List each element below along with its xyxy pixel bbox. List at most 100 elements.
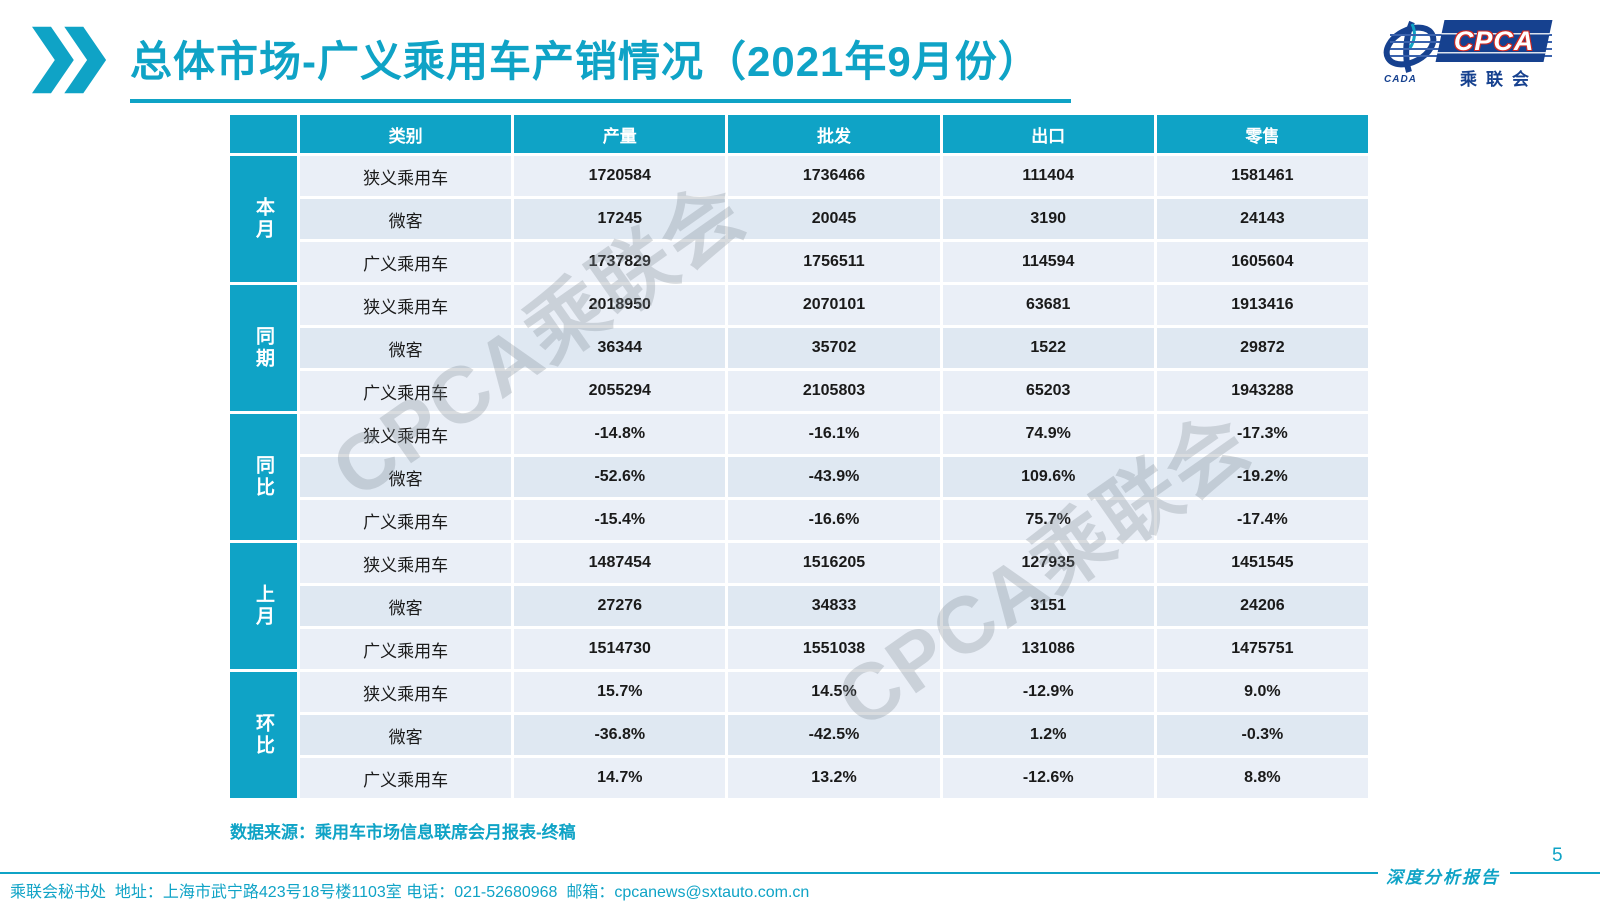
category-cell: 狭义乘用车 — [300, 414, 512, 454]
value-cell: 1737829 — [514, 242, 726, 282]
value-cell: 1913416 — [1156, 285, 1368, 325]
value-cell: 2055294 — [514, 371, 726, 411]
value-cell: 63681 — [942, 285, 1154, 325]
value-cell: 24206 — [1156, 586, 1368, 626]
value-cell: 17245 — [514, 199, 726, 239]
category-cell: 微客 — [300, 199, 512, 239]
value-cell: 1551038 — [728, 629, 940, 669]
value-cell: 109.6% — [942, 457, 1154, 497]
row-group-label: 上月 — [230, 543, 297, 669]
category-cell: 广义乘用车 — [300, 371, 512, 411]
value-cell: -16.1% — [728, 414, 940, 454]
value-cell: 111404 — [942, 156, 1154, 196]
category-cell: 广义乘用车 — [300, 758, 512, 798]
category-cell: 广义乘用车 — [300, 500, 512, 540]
value-cell: -16.6% — [728, 500, 940, 540]
cpca-logo-right: CPCA 乘联会 — [1390, 20, 1553, 90]
double-chevron-icon — [32, 26, 108, 99]
header-corner-cell — [230, 115, 297, 153]
page-title: 总体市场-广义乘用车产销情况（2021年9月份） — [130, 28, 1071, 103]
value-cell: 2018950 — [514, 285, 726, 325]
report-type-label: 深度分析报告 — [1386, 868, 1500, 888]
row-group-label: 同期 — [230, 285, 297, 411]
category-cell: 微客 — [300, 586, 512, 626]
value-cell: 8.8% — [1156, 758, 1368, 798]
value-cell: 15.7% — [514, 672, 726, 712]
value-cell: 1943288 — [1156, 371, 1368, 411]
value-cell: 65203 — [942, 371, 1154, 411]
cada-label: CADA — [1384, 74, 1417, 85]
value-cell: 1475751 — [1156, 629, 1368, 669]
value-cell: 74.9% — [942, 414, 1154, 454]
value-cell: 29872 — [1156, 328, 1368, 368]
value-cell: -15.4% — [514, 500, 726, 540]
value-cell: 1581461 — [1156, 156, 1368, 196]
value-cell: 1487454 — [514, 543, 726, 583]
value-cell: 35702 — [728, 328, 940, 368]
value-cell: 1605604 — [1156, 242, 1368, 282]
value-cell: 14.7% — [514, 758, 726, 798]
value-cell: 2070101 — [728, 285, 940, 325]
footer-divider-left — [0, 872, 1378, 874]
value-cell: -17.3% — [1156, 414, 1368, 454]
value-cell: 1522 — [942, 328, 1154, 368]
category-cell: 微客 — [300, 457, 512, 497]
value-cell: -12.6% — [942, 758, 1154, 798]
category-cell: 狭义乘用车 — [300, 543, 512, 583]
value-cell: 114594 — [942, 242, 1154, 282]
value-cell: -14.8% — [514, 414, 726, 454]
value-cell: 9.0% — [1156, 672, 1368, 712]
column-header: 出口 — [942, 115, 1154, 153]
value-cell: 14.5% — [728, 672, 940, 712]
value-cell: 1514730 — [514, 629, 726, 669]
cpca-logo: CADA CPCA 乘联会 — [1382, 16, 1553, 94]
cpca-label: CPCA — [1453, 25, 1535, 56]
value-cell: -0.3% — [1156, 715, 1368, 755]
category-cell: 广义乘用车 — [300, 629, 512, 669]
row-group-label: 本月 — [230, 156, 297, 282]
value-cell: 3151 — [942, 586, 1154, 626]
value-cell: 1736466 — [728, 156, 940, 196]
value-cell: 1720584 — [514, 156, 726, 196]
column-header: 零售 — [1156, 115, 1368, 153]
value-cell: 127935 — [942, 543, 1154, 583]
value-cell: -12.9% — [942, 672, 1154, 712]
column-header: 产量 — [514, 115, 726, 153]
value-cell: 27276 — [514, 586, 726, 626]
source-note: 数据来源：乘用车市场信息联席会月报表-终稿 — [230, 823, 576, 842]
category-cell: 狭义乘用车 — [300, 285, 512, 325]
value-cell: 75.7% — [942, 500, 1154, 540]
value-cell: 1516205 — [728, 543, 940, 583]
logo-subtitle: 乘联会 — [1460, 70, 1538, 89]
value-cell: 131086 — [942, 629, 1154, 669]
value-cell: 1756511 — [728, 242, 940, 282]
category-cell: 狭义乘用车 — [300, 156, 512, 196]
row-group-label: 同比 — [230, 414, 297, 540]
value-cell: 20045 — [728, 199, 940, 239]
category-cell: 狭义乘用车 — [300, 672, 512, 712]
row-group-label: 环比 — [230, 672, 297, 798]
value-cell: -52.6% — [514, 457, 726, 497]
value-cell: -43.9% — [728, 457, 940, 497]
title-block: 总体市场-广义乘用车产销情况（2021年9月份） — [130, 28, 1071, 103]
column-header: 类别 — [300, 115, 512, 153]
value-cell: -19.2% — [1156, 457, 1368, 497]
market-table: 类别 产量 批发 出口 零售 本月 狭义乘用车 1720584 1736466 111404 158… — [230, 115, 1368, 798]
column-header: 批发 — [728, 115, 940, 153]
value-cell: 1.2% — [942, 715, 1154, 755]
value-cell: 3190 — [942, 199, 1154, 239]
value-cell: 13.2% — [728, 758, 940, 798]
footer-contact-info: 乘联会秘书处 地址：上海市武宁路423号18号楼1103室 电话：021-526… — [10, 884, 810, 901]
value-cell: 24143 — [1156, 199, 1368, 239]
value-cell: -42.5% — [728, 715, 940, 755]
value-cell: 2105803 — [728, 371, 940, 411]
value-cell: -36.8% — [514, 715, 726, 755]
page-number: 5 — [1552, 845, 1563, 866]
category-cell: 微客 — [300, 715, 512, 755]
footer-divider-right — [1510, 872, 1600, 874]
value-cell: 1451545 — [1156, 543, 1368, 583]
cpca-box: CPCA — [1435, 20, 1553, 62]
value-cell: 36344 — [514, 328, 726, 368]
category-cell: 广义乘用车 — [300, 242, 512, 282]
value-cell: 34833 — [728, 586, 940, 626]
